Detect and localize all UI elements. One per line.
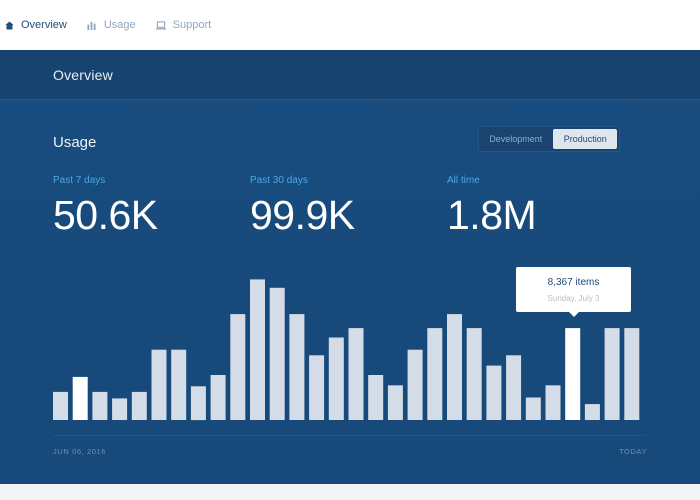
stat-past-7-days: Past 7 days 50.6K bbox=[53, 175, 158, 239]
stat-label: Past 30 days bbox=[250, 175, 308, 186]
chart-bar[interactable] bbox=[368, 375, 384, 420]
chart-bar[interactable] bbox=[309, 355, 325, 420]
nav-item-support[interactable]: Support bbox=[155, 19, 212, 31]
chart-bar[interactable] bbox=[171, 349, 187, 420]
stat-label: Past 7 days bbox=[53, 175, 106, 186]
bar-chart-icon bbox=[87, 20, 97, 30]
axis-start-label: JUN 06, 2016 bbox=[53, 447, 107, 456]
chart-bar[interactable] bbox=[407, 349, 423, 420]
chart-bar[interactable] bbox=[427, 328, 443, 420]
chart-bar[interactable] bbox=[447, 314, 462, 420]
chart-bar[interactable] bbox=[250, 279, 265, 420]
development-button[interactable]: Development bbox=[489, 134, 543, 144]
stat-all-time: All time 1.8M bbox=[447, 175, 537, 239]
chart-bar[interactable] bbox=[151, 349, 167, 420]
nav-item-label: Usage bbox=[103, 19, 136, 31]
chart-bar[interactable] bbox=[328, 337, 344, 421]
chart-baseline bbox=[53, 435, 646, 436]
production-button[interactable]: Production bbox=[553, 129, 617, 149]
panel-title: Overview bbox=[53, 66, 113, 83]
nav-item-label: Support bbox=[172, 19, 212, 31]
chart-bar[interactable] bbox=[210, 375, 226, 420]
usage-bar-chart bbox=[53, 279, 640, 421]
top-navigation: Overview Usage Support bbox=[0, 0, 700, 50]
chart-bar[interactable] bbox=[545, 385, 561, 420]
chart-bar[interactable] bbox=[289, 314, 305, 420]
chart-bar[interactable] bbox=[348, 328, 364, 420]
nav-item-usage[interactable]: Usage bbox=[87, 19, 136, 31]
chart-tooltip: 8,367 items Sunday, July 3 bbox=[516, 267, 631, 317]
nav-item-overview[interactable]: Overview bbox=[4, 19, 67, 31]
chart-bar[interactable] bbox=[112, 398, 128, 420]
chart-bar[interactable] bbox=[624, 328, 640, 420]
chart-bar[interactable] bbox=[506, 355, 522, 420]
chart-bar[interactable] bbox=[387, 385, 403, 420]
stat-value: 50.6K bbox=[53, 192, 158, 238]
usage-title: Usage bbox=[53, 134, 97, 151]
environment-toggle: Development Production bbox=[478, 126, 620, 152]
tooltip-date: Sunday, July 3 bbox=[547, 294, 600, 303]
chart-bar[interactable] bbox=[92, 391, 108, 420]
stat-value: 1.8M bbox=[447, 192, 537, 238]
chart-bar[interactable] bbox=[72, 376, 88, 420]
axis-end-label: TODAY bbox=[619, 447, 648, 456]
chart-bar[interactable] bbox=[269, 287, 285, 420]
chart-bar[interactable] bbox=[53, 391, 68, 420]
chart-bar[interactable] bbox=[466, 328, 482, 420]
overview-panel: Overview Usage Development Production Pa… bbox=[0, 50, 700, 484]
chart-bar[interactable] bbox=[584, 404, 600, 420]
chart-bar[interactable] bbox=[525, 397, 541, 421]
panel-header: Overview bbox=[0, 50, 700, 100]
chart-bar[interactable] bbox=[190, 386, 206, 421]
chart-bar[interactable] bbox=[565, 328, 581, 420]
home-icon bbox=[4, 20, 14, 30]
chart-bar[interactable] bbox=[131, 391, 147, 420]
chart-bar[interactable] bbox=[486, 365, 502, 420]
laptop-icon bbox=[155, 20, 166, 30]
chart-bar[interactable] bbox=[230, 314, 246, 420]
stat-value: 99.9K bbox=[250, 192, 355, 238]
stat-label: All time bbox=[447, 175, 480, 186]
nav-item-label: Overview bbox=[21, 19, 67, 31]
tooltip-items: 8,367 items bbox=[547, 277, 600, 288]
chart-bar[interactable] bbox=[604, 328, 620, 420]
stat-past-30-days: Past 30 days 99.9K bbox=[250, 175, 355, 239]
